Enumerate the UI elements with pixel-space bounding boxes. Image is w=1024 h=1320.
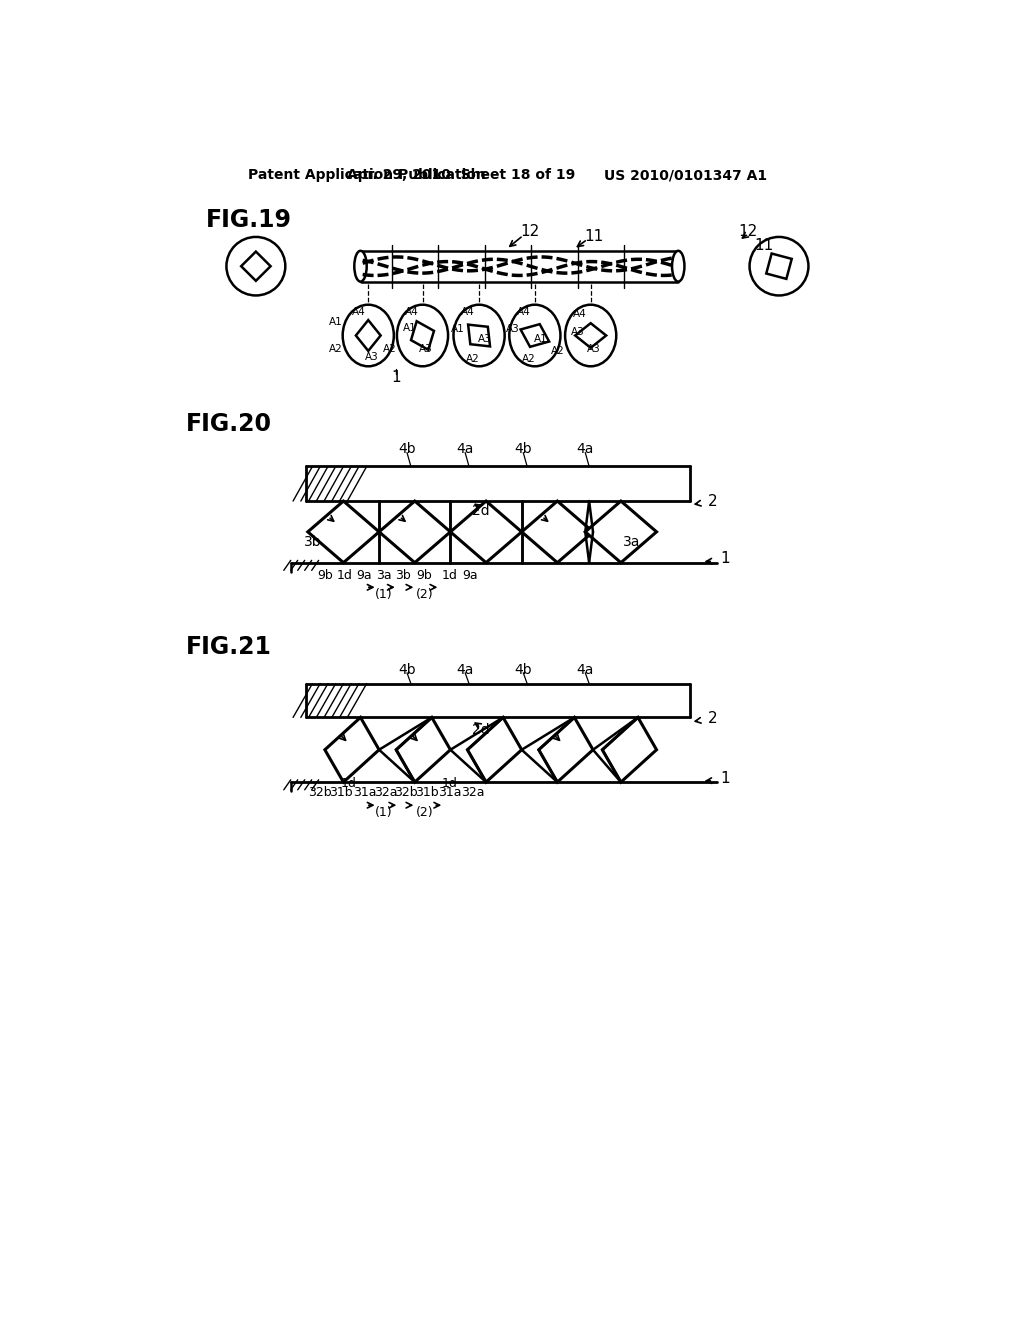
Ellipse shape bbox=[672, 251, 684, 281]
Text: 3a: 3a bbox=[376, 569, 391, 582]
Polygon shape bbox=[411, 321, 434, 350]
Text: 32b: 32b bbox=[308, 787, 332, 800]
Text: A3: A3 bbox=[365, 352, 378, 362]
Text: 12: 12 bbox=[738, 224, 758, 239]
Text: 3a: 3a bbox=[623, 535, 640, 549]
Polygon shape bbox=[396, 718, 451, 781]
Ellipse shape bbox=[397, 305, 449, 366]
Text: A4: A4 bbox=[352, 308, 366, 317]
Text: 31a: 31a bbox=[352, 787, 376, 800]
Text: 1d: 1d bbox=[441, 569, 458, 582]
Text: A4: A4 bbox=[517, 308, 530, 317]
Ellipse shape bbox=[454, 305, 505, 366]
Text: A1: A1 bbox=[329, 317, 343, 326]
Text: 1d: 1d bbox=[441, 777, 458, 791]
Text: 4b: 4b bbox=[514, 442, 532, 457]
Text: 9b: 9b bbox=[317, 569, 334, 582]
Text: 32b: 32b bbox=[393, 787, 417, 800]
Text: 2d: 2d bbox=[472, 504, 489, 517]
Ellipse shape bbox=[343, 305, 394, 366]
Text: 31a: 31a bbox=[438, 787, 462, 800]
Text: FIG.19: FIG.19 bbox=[206, 209, 292, 232]
Text: A3: A3 bbox=[587, 345, 601, 354]
Text: 9a: 9a bbox=[356, 569, 372, 582]
Text: A3: A3 bbox=[571, 326, 585, 337]
Text: 4a: 4a bbox=[457, 663, 474, 677]
Text: 3b: 3b bbox=[395, 569, 411, 582]
Text: 31b: 31b bbox=[330, 787, 353, 800]
Polygon shape bbox=[451, 502, 521, 562]
Text: 1: 1 bbox=[391, 371, 401, 385]
Text: (2): (2) bbox=[416, 807, 433, 820]
Polygon shape bbox=[602, 718, 656, 781]
Polygon shape bbox=[308, 502, 379, 562]
Ellipse shape bbox=[354, 251, 367, 281]
Text: FIG.20: FIG.20 bbox=[186, 412, 272, 436]
Polygon shape bbox=[520, 325, 549, 347]
Text: (1): (1) bbox=[375, 589, 392, 602]
Text: 32a: 32a bbox=[375, 787, 398, 800]
Polygon shape bbox=[356, 321, 381, 351]
Text: 1d: 1d bbox=[341, 777, 356, 791]
Text: 1: 1 bbox=[720, 552, 729, 566]
Text: 2: 2 bbox=[708, 710, 717, 726]
Text: Apr. 29, 2010  Sheet 18 of 19: Apr. 29, 2010 Sheet 18 of 19 bbox=[347, 169, 575, 182]
Text: 12: 12 bbox=[520, 224, 539, 239]
Text: A4: A4 bbox=[573, 309, 587, 319]
Polygon shape bbox=[325, 718, 379, 781]
Polygon shape bbox=[521, 502, 593, 562]
Text: A4: A4 bbox=[404, 308, 419, 317]
Text: 31b: 31b bbox=[416, 787, 439, 800]
Polygon shape bbox=[539, 718, 593, 781]
Text: 4b: 4b bbox=[398, 663, 416, 677]
Polygon shape bbox=[468, 325, 490, 346]
Text: 9a: 9a bbox=[463, 569, 478, 582]
Text: 4b: 4b bbox=[514, 663, 532, 677]
Polygon shape bbox=[379, 502, 451, 562]
Text: 9b: 9b bbox=[416, 569, 432, 582]
Text: FIG.21: FIG.21 bbox=[186, 635, 272, 660]
Text: Patent Application Publication: Patent Application Publication bbox=[248, 169, 485, 182]
Polygon shape bbox=[467, 718, 521, 781]
Text: 1d: 1d bbox=[337, 569, 353, 582]
Ellipse shape bbox=[750, 238, 809, 296]
Polygon shape bbox=[575, 323, 606, 348]
Text: A3: A3 bbox=[506, 325, 520, 334]
Text: 32a: 32a bbox=[461, 787, 484, 800]
Text: A2: A2 bbox=[329, 345, 343, 354]
Text: A3: A3 bbox=[478, 334, 493, 345]
Text: US 2010/0101347 A1: US 2010/0101347 A1 bbox=[604, 169, 768, 182]
Polygon shape bbox=[586, 502, 656, 562]
Text: 2: 2 bbox=[708, 494, 717, 508]
Polygon shape bbox=[766, 253, 792, 279]
Text: (2): (2) bbox=[416, 589, 433, 602]
Text: 4a: 4a bbox=[577, 663, 594, 677]
Text: 2d: 2d bbox=[472, 723, 489, 737]
Text: 11: 11 bbox=[584, 230, 603, 244]
Text: A2: A2 bbox=[383, 345, 397, 354]
Text: A4: A4 bbox=[462, 308, 475, 317]
Text: A3: A3 bbox=[419, 345, 432, 354]
Text: A2: A2 bbox=[466, 354, 480, 363]
Ellipse shape bbox=[565, 305, 616, 366]
Text: A2: A2 bbox=[551, 346, 565, 356]
Text: A1: A1 bbox=[451, 325, 464, 334]
Text: 3b: 3b bbox=[304, 535, 322, 549]
Text: 4b: 4b bbox=[398, 442, 416, 457]
Ellipse shape bbox=[226, 238, 286, 296]
Ellipse shape bbox=[509, 305, 560, 366]
Polygon shape bbox=[241, 252, 270, 281]
Text: 11: 11 bbox=[754, 238, 773, 253]
Text: A1: A1 bbox=[535, 334, 548, 345]
Text: (1): (1) bbox=[375, 807, 392, 820]
Text: 4a: 4a bbox=[577, 442, 594, 457]
Text: 1: 1 bbox=[720, 771, 729, 785]
Text: 4a: 4a bbox=[457, 442, 474, 457]
Text: A2: A2 bbox=[522, 354, 536, 363]
Text: A1: A1 bbox=[403, 323, 417, 333]
